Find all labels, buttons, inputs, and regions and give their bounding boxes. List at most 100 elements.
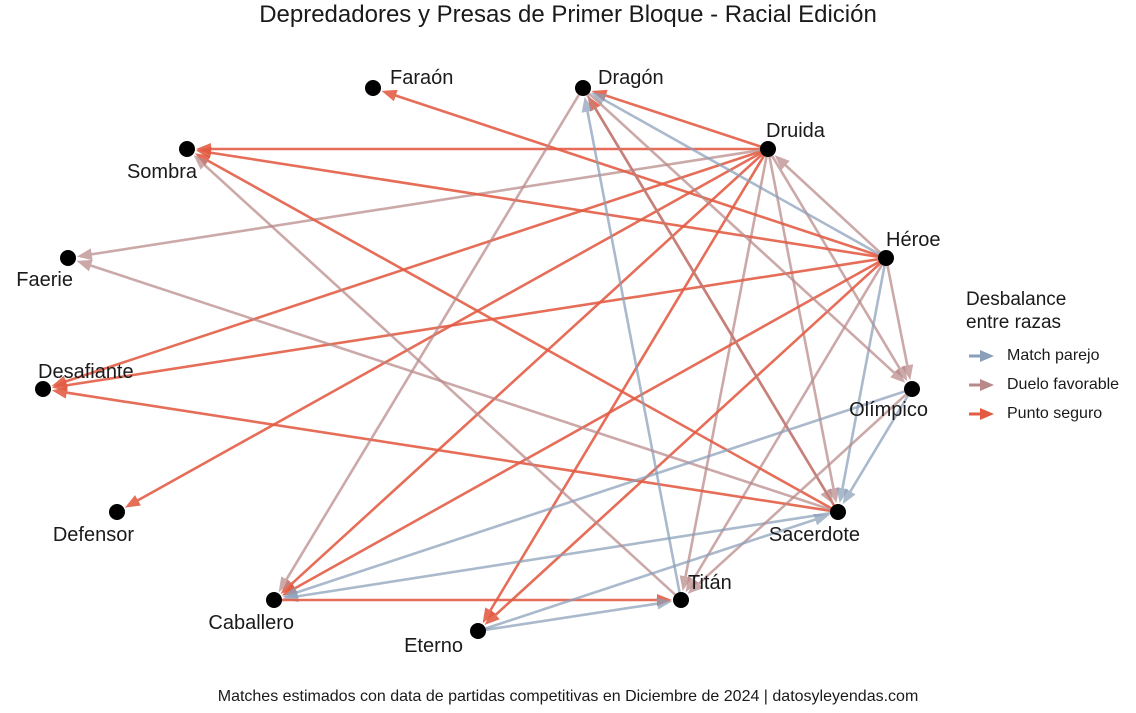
edge-arrowhead bbox=[774, 155, 790, 170]
edge-line bbox=[885, 263, 910, 369]
edge-titan-dragon bbox=[581, 96, 682, 595]
edge-heroe-dragon bbox=[590, 92, 882, 257]
node-dragon bbox=[575, 80, 591, 96]
edge-arrowhead bbox=[280, 579, 296, 594]
edge-druida-caballero bbox=[280, 152, 765, 594]
edge-arrowhead bbox=[901, 364, 914, 381]
edge-arrowhead bbox=[381, 89, 398, 102]
edge-line bbox=[291, 259, 882, 591]
edge-line bbox=[88, 148, 763, 257]
node-label-eterno: Eterno bbox=[404, 635, 463, 657]
node-label-defensor: Defensor bbox=[53, 524, 134, 546]
edge-line bbox=[63, 257, 881, 388]
edge-arrowhead bbox=[482, 607, 496, 624]
legend-arrow-icon-parejo bbox=[969, 350, 994, 362]
edge-arrowhead bbox=[842, 488, 856, 505]
edge-arrowhead bbox=[282, 586, 299, 599]
edge-arrowhead bbox=[278, 576, 292, 593]
node-faraon bbox=[365, 80, 381, 96]
node-label-caballero: Caballero bbox=[208, 612, 294, 634]
node-label-desafiante: Desafiante bbox=[38, 361, 134, 383]
edge-line bbox=[767, 154, 836, 492]
node-eterno bbox=[470, 623, 486, 639]
edge-dragon-sacerdote bbox=[584, 92, 834, 505]
edge-druida-sombra bbox=[196, 143, 762, 155]
node-label-druida: Druida bbox=[766, 120, 826, 142]
edge-arrowhead bbox=[76, 248, 93, 261]
node-label-sacerdote: Sacerdote bbox=[769, 524, 860, 546]
edge-line bbox=[288, 152, 765, 587]
edge-line bbox=[483, 517, 819, 631]
edge-line bbox=[283, 92, 582, 583]
node-label-faraon: Faraón bbox=[390, 67, 453, 89]
edge-line bbox=[201, 162, 678, 597]
edge-line bbox=[487, 153, 767, 614]
edge-line bbox=[293, 389, 907, 595]
node-heroe bbox=[878, 250, 894, 266]
edge-eterno-titan bbox=[483, 597, 673, 632]
node-defensor bbox=[109, 504, 125, 520]
node-druida bbox=[760, 141, 776, 157]
node-label-heroe: Héroe bbox=[886, 229, 940, 251]
edge-line bbox=[586, 91, 898, 376]
legend-item-favorable: Duelo favorable bbox=[966, 371, 1134, 400]
legend-title-line-1: Desbalance bbox=[966, 289, 1067, 310]
node-desafiante bbox=[35, 381, 51, 397]
edge-line bbox=[600, 97, 882, 257]
edge-line bbox=[207, 150, 881, 259]
edge-arrowhead bbox=[687, 579, 703, 594]
edge-line bbox=[782, 162, 883, 255]
legend-label-favorable: Duelo favorable bbox=[1007, 376, 1120, 393]
edge-arrowhead bbox=[685, 576, 699, 593]
edge-eterno-sacerdote bbox=[483, 513, 830, 631]
legend-item-seguro: Punto seguro bbox=[966, 400, 1134, 429]
edge-arrowhead bbox=[581, 96, 594, 113]
edge-olimpico-caballero bbox=[282, 389, 907, 599]
edge-line bbox=[769, 153, 903, 372]
edge-line bbox=[683, 154, 769, 580]
edge-line bbox=[584, 92, 829, 495]
edge-line bbox=[840, 263, 887, 492]
edge-dragon-caballero bbox=[278, 92, 582, 593]
node-label-olimpico: Olímpico bbox=[849, 399, 928, 421]
edge-line bbox=[847, 393, 911, 495]
edge-arrowhead bbox=[51, 386, 68, 399]
edge-heroe-olimpico bbox=[885, 263, 914, 381]
nodes-layer: Faraón Dragón Druida Sombra Héroe Faerie Desaf… bbox=[16, 67, 940, 657]
node-label-titan: Titán bbox=[688, 572, 732, 594]
edge-arrowhead bbox=[193, 155, 209, 170]
edge-arrowhead bbox=[890, 368, 906, 383]
edge-heroe-eterno bbox=[484, 261, 883, 625]
edge-line bbox=[87, 263, 833, 512]
edge-sacerdote-faerie bbox=[76, 259, 833, 512]
node-titan bbox=[673, 592, 689, 608]
edge-arrowhead bbox=[590, 92, 607, 105]
edge-line bbox=[62, 149, 763, 384]
edge-line bbox=[585, 108, 682, 595]
node-faerie bbox=[60, 250, 76, 266]
legend-item-parejo: Match parejo bbox=[966, 342, 1134, 371]
legend-title: Desbalance entre razas bbox=[966, 288, 1134, 334]
edge-line bbox=[483, 601, 661, 632]
legend-arrow-icon-seguro bbox=[969, 408, 994, 420]
edge-druida-faerie bbox=[76, 148, 763, 261]
node-label-dragon: Dragón bbox=[598, 67, 664, 89]
edge-line bbox=[294, 511, 833, 599]
legend-arrow-icon-favorable bbox=[969, 379, 994, 391]
edge-arrowhead bbox=[484, 610, 500, 625]
edge-titan-sombra bbox=[193, 155, 678, 597]
node-olimpico bbox=[904, 381, 920, 397]
edges-layer bbox=[51, 89, 914, 632]
edge-line bbox=[695, 392, 909, 587]
legend-label-parejo: Match parejo bbox=[1007, 347, 1100, 364]
caption: Matches estimados con data de partidas c… bbox=[217, 688, 919, 705]
node-label-faerie: Faerie bbox=[16, 269, 73, 291]
edge-heroe-druida bbox=[774, 155, 883, 255]
legend-title-line-2: entre razas bbox=[966, 312, 1062, 333]
legend: Desbalance entre razas Match parejo Duel… bbox=[966, 288, 1134, 429]
edge-dragon-olimpico bbox=[586, 91, 906, 383]
edge-olimpico-titan bbox=[687, 392, 909, 594]
edge-arrowhead bbox=[124, 495, 141, 508]
